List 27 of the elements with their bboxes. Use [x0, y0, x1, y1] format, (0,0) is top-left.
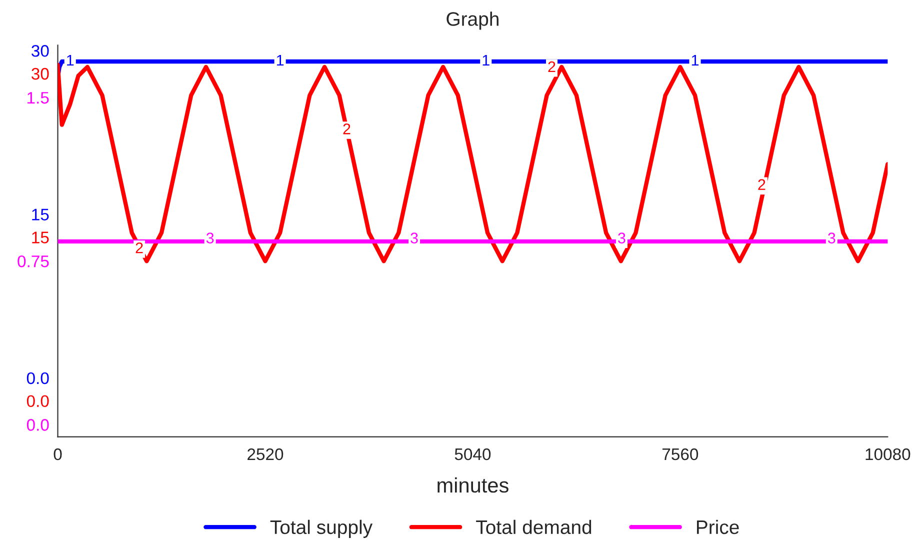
annotation: 2 — [548, 61, 556, 72]
chart-title: Graph — [446, 12, 498, 30]
x-tick-label: 10080 — [866, 448, 910, 460]
y3-tick-label: 0.75 — [18, 255, 49, 268]
annotation: 2 — [758, 179, 766, 190]
legend-label: Total demand — [476, 520, 592, 534]
annotation: 2 — [343, 124, 350, 134]
x-tick-label: 5040 — [454, 448, 491, 460]
annotation: 3 — [828, 232, 836, 244]
legend-label: Price — [696, 520, 739, 534]
annotation: 1 — [276, 54, 284, 66]
x-tick-label: 0 — [54, 448, 62, 460]
y-tick-label: 0.0 — [26, 372, 49, 384]
x-axis-title: minutes — [438, 477, 508, 493]
legend-label: Total supply — [270, 520, 373, 538]
annotation: 2 — [136, 242, 143, 254]
y3-tick-label: 1.5 — [28, 92, 49, 104]
x-tick-label: 7560 — [662, 448, 698, 460]
annotation: 3 — [618, 232, 626, 244]
y-tick-label: 30 — [32, 45, 49, 57]
annotation: 1 — [692, 54, 699, 66]
annotation: 1 — [67, 54, 74, 66]
annotation: 1 — [482, 54, 490, 66]
annotation: 3 — [410, 232, 418, 244]
y-tick-label: 15 — [32, 208, 49, 220]
annotation: 3 — [206, 232, 214, 244]
x-tick-label: 2520 — [248, 448, 284, 460]
